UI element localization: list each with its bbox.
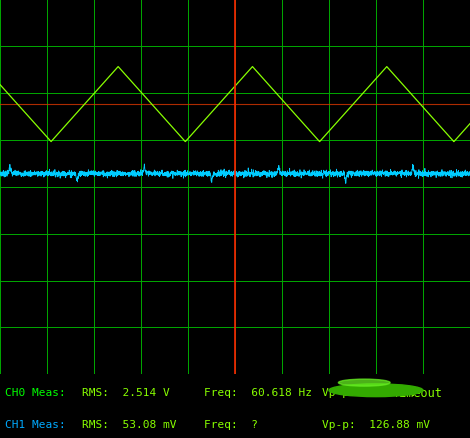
Circle shape — [338, 379, 390, 386]
Text: Timeout: Timeout — [392, 386, 442, 399]
Text: Freq:  60.618 Hz: Freq: 60.618 Hz — [204, 387, 313, 397]
Text: Vp-p:  126.88 mV: Vp-p: 126.88 mV — [322, 419, 430, 429]
Text: Freq:  ?: Freq: ? — [204, 419, 258, 429]
Circle shape — [329, 384, 423, 397]
Text: CH0 Meas:: CH0 Meas: — [5, 387, 65, 397]
Text: CH1 Meas:: CH1 Meas: — [5, 419, 65, 429]
Text: RMS:  53.08 mV: RMS: 53.08 mV — [82, 419, 177, 429]
Text: Vp-p:  1.023 V: Vp-p: 1.023 V — [322, 387, 416, 397]
Text: RMS:  2.514 V: RMS: 2.514 V — [82, 387, 170, 397]
